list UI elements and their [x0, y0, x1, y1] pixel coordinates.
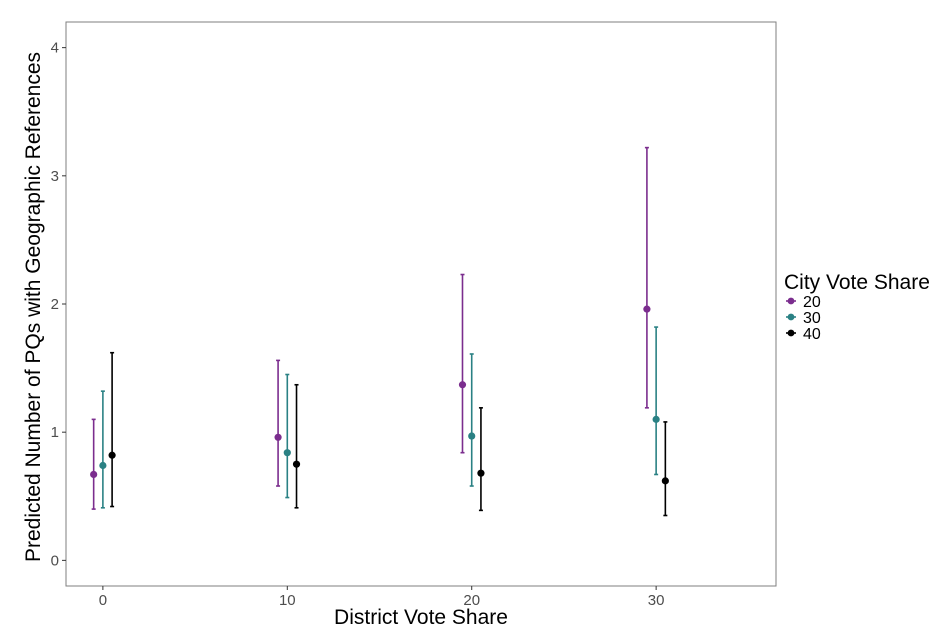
data-point [274, 433, 282, 441]
data-point [283, 449, 291, 457]
legend-key-point [787, 329, 795, 337]
x-tick-label: 0 [99, 592, 107, 609]
y-tick-label: 1 [51, 424, 59, 441]
data-point [458, 381, 467, 389]
legend-key-point [787, 313, 795, 321]
x-tick-label: 10 [279, 592, 296, 609]
data-point [90, 470, 98, 479]
y-tick-label: 2 [51, 296, 59, 313]
data-point [652, 415, 660, 423]
data-point [292, 460, 301, 468]
data-marks [90, 146, 669, 517]
data-point [661, 477, 669, 485]
y-tick-label: 0 [51, 552, 59, 569]
legend-key-point [787, 297, 795, 305]
legend-label: 20 [803, 294, 821, 311]
data-point [468, 432, 476, 440]
y-tick-label: 4 [51, 40, 59, 57]
x-axis: 0 10 20 30 [99, 586, 665, 609]
data-point [643, 305, 651, 313]
data-point [108, 451, 116, 459]
y-tick-label: 3 [51, 168, 59, 185]
x-axis-title: District Vote Share [334, 606, 508, 629]
y-axis-title: Predicted Number of PQs with Geographic … [22, 52, 45, 562]
x-tick-label: 30 [648, 592, 665, 609]
y-axis: 0 1 2 3 4 [51, 40, 66, 569]
legend-title: City Vote Share [784, 271, 930, 294]
data-point [99, 461, 107, 470]
x-tick-label: 20 [463, 592, 480, 609]
plot-panel [65, 21, 777, 587]
data-point [477, 469, 485, 477]
legend-label: 40 [803, 326, 821, 343]
legend-label: 30 [803, 310, 821, 327]
